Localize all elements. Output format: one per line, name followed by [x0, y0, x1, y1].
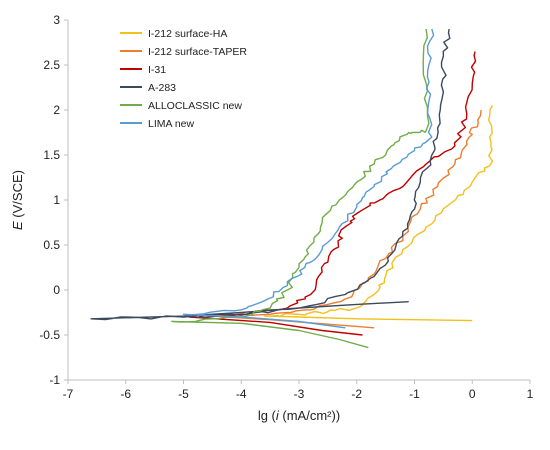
y-ticks: -1 -0.5 0 0.5 1 1.5 2 2.5 3 [39, 13, 68, 387]
y-tick-label: 0 [53, 283, 60, 297]
x-tick-label: -4 [236, 387, 247, 401]
x-tick-label: -5 [178, 387, 189, 401]
x-tick-label: -2 [351, 387, 362, 401]
legend-label: I-212 surface-TAPER [148, 46, 247, 58]
x-tick-label: -6 [120, 387, 131, 401]
x-tick-label: -3 [294, 387, 305, 401]
x-tick-label: -7 [63, 387, 74, 401]
legend-label: A-283 [148, 82, 176, 94]
y-tick-label: 2 [53, 103, 60, 117]
y-tick-label: 2.5 [43, 58, 60, 72]
y-tick-label: 0.5 [43, 238, 60, 252]
x-tick-label: -1 [409, 387, 420, 401]
x-tick-label: 0 [469, 387, 476, 401]
legend-label: I-31 [148, 64, 166, 76]
series-line-6 [182, 28, 435, 329]
series-line-2 [211, 109, 482, 329]
y-tick-label: 1 [53, 193, 60, 207]
x-axis-title: lg (i (mA/cm²)) [258, 408, 340, 423]
plot-area: -7 -6 -5 -4 -3 -2 -1 0 1 -1 -0.5 0 0.5 1 1.5 2 2.5 3 [39, 13, 533, 401]
y-tick-label: -1 [49, 373, 60, 387]
series-line-1 [263, 105, 494, 322]
y-tick-label: 1.5 [43, 148, 60, 162]
x-tick-label: 1 [527, 387, 534, 401]
legend-label: I-212 surface-HA [148, 28, 227, 40]
x-ticks: -7 -6 -5 -4 -3 -2 -1 0 1 [63, 380, 534, 401]
legend-label: LIMA new [148, 118, 195, 130]
series-group [90, 28, 494, 349]
y-tick-label: -0.5 [39, 328, 60, 342]
legend: I-212 surface-HA I-212 surface-TAPER I-31 A… [120, 28, 247, 130]
legend-label: ALLOCLASSIC new [148, 100, 242, 112]
y-tick-label: 3 [53, 13, 60, 27]
series-line-4 [90, 28, 451, 321]
y-axis-title: E (V/SCE) [10, 170, 25, 230]
series-line-5 [171, 28, 430, 349]
series-line-3 [188, 51, 477, 336]
